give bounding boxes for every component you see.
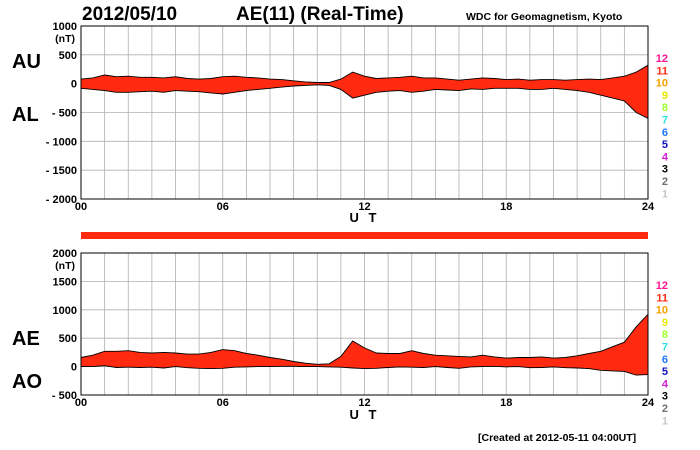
plot-frame — [80, 25, 649, 200]
station-count-label: 7 — [662, 115, 668, 127]
station-count-label: 12 — [656, 53, 668, 65]
y-tick-label: 500 — [59, 333, 77, 345]
station-count-label: 6 — [662, 127, 668, 139]
y-tick-label: 1000 — [53, 21, 77, 33]
y-tick-label: - 1500 — [46, 165, 77, 177]
al-series-label: AL — [12, 104, 39, 126]
series-fill-area — [81, 314, 648, 376]
x-tick-label: 12 — [358, 201, 370, 213]
x-tick-label: 24 — [642, 201, 655, 213]
y-tick-label: 1500 — [53, 276, 77, 288]
y-tick-label: - 1000 — [46, 136, 77, 148]
y-tick-label: - 2000 — [46, 194, 77, 206]
series-line-au — [80, 64, 649, 83]
station-count-label: 2 — [662, 176, 668, 188]
station-count-label: 11 — [656, 292, 668, 304]
station-count-label: 5 — [662, 139, 668, 151]
x-tick-label: 18 — [500, 201, 512, 213]
y-tick-label: 1000 — [53, 305, 77, 317]
series-line-al — [80, 84, 649, 119]
station-count-label: 9 — [662, 317, 668, 329]
station-count-label: 7 — [662, 342, 668, 354]
data-source-label: WDC for Geomagnetism, Kyoto — [466, 11, 623, 23]
y-tick-label: 2000 — [53, 248, 77, 260]
y-unit-label: (nT) — [55, 33, 75, 45]
panel-0: 1000 500 0 - 500 - 1000 - 1500 - 2000 (nT) 00 06 1… — [46, 21, 669, 225]
station-count-label: 2 — [662, 403, 668, 415]
series-line-ae — [80, 313, 649, 365]
station-count-label: 4 — [662, 151, 669, 163]
x-tick-label: 06 — [217, 397, 229, 409]
x-tick-label: 12 — [358, 397, 370, 409]
y-tick-label: 0 — [71, 362, 77, 374]
ae-series-label: AE — [12, 328, 40, 350]
station-count-label: 1 — [662, 188, 668, 200]
station-count-label: 3 — [662, 164, 668, 176]
y-tick-label: - 500 — [52, 390, 77, 402]
x-axis-title: U T — [350, 210, 380, 225]
plot-frame — [80, 252, 649, 396]
x-tick-label: 24 — [642, 397, 655, 409]
x-tick-label: 00 — [75, 201, 87, 213]
chart-index-title: AE(11) (Real-Time) — [236, 4, 404, 25]
x-tick-label: 00 — [75, 397, 87, 409]
station-availability-bar — [81, 232, 648, 239]
station-count-label: 8 — [662, 329, 668, 341]
station-count-label: 3 — [662, 391, 668, 403]
created-timestamp: [Created at 2012-05-11 04:00UT] — [478, 432, 637, 444]
station-count-label: 10 — [656, 78, 668, 90]
station-count-label: 1 — [662, 415, 668, 427]
station-count-label: 6 — [662, 354, 668, 366]
station-count-label: 8 — [662, 102, 668, 114]
station-count-label: 5 — [662, 366, 668, 378]
y-unit-label: (nT) — [55, 260, 75, 272]
station-count-label: 10 — [656, 305, 668, 317]
x-tick-label: 06 — [217, 201, 229, 213]
station-count-label: 12 — [656, 280, 668, 292]
series-fill-area — [81, 65, 648, 119]
station-count-label: 11 — [656, 65, 668, 77]
chart-date-title: 2012/05/10 — [82, 4, 178, 25]
station-count-label: 4 — [662, 378, 669, 390]
series-line-ao — [81, 365, 649, 376]
y-tick-label: - 500 — [52, 108, 77, 120]
station-count-label: 9 — [662, 90, 668, 102]
y-tick-label: 500 — [59, 50, 77, 62]
x-axis-title: U T — [350, 407, 380, 422]
x-tick-label: 18 — [500, 397, 512, 409]
y-tick-label: 0 — [71, 79, 77, 91]
ao-series-label: AO — [12, 371, 42, 393]
au-series-label: AU — [12, 51, 41, 73]
